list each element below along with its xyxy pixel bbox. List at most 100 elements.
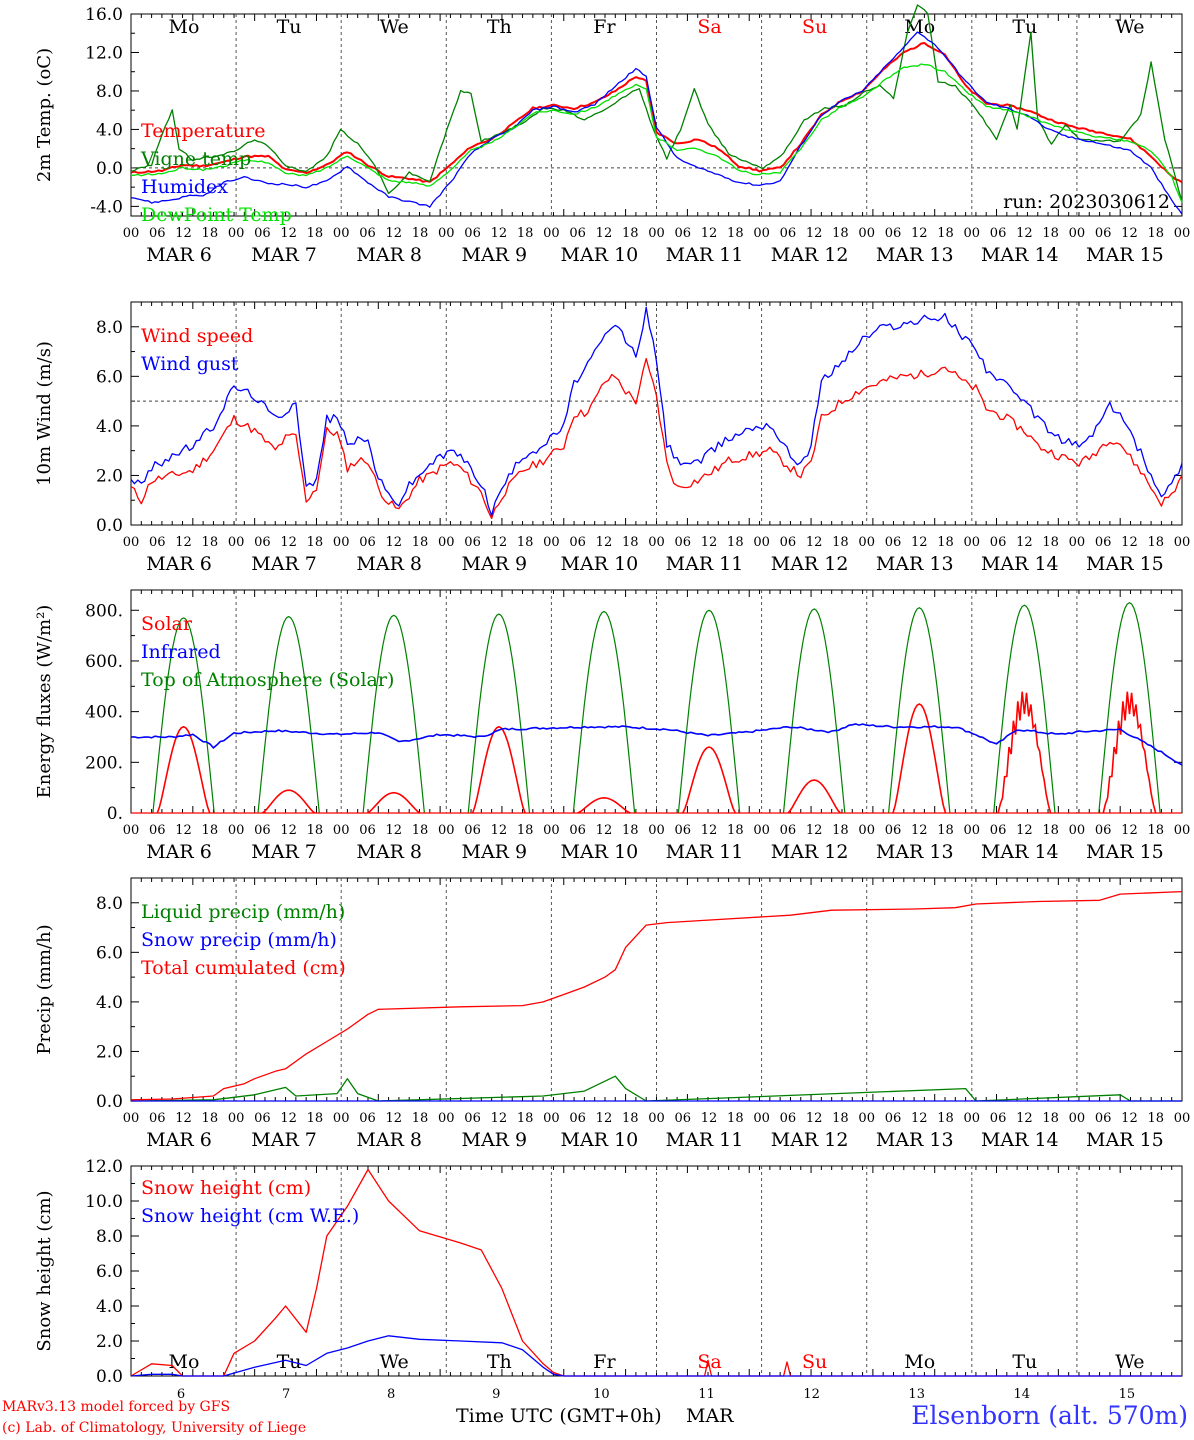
date-label: MAR 11	[666, 553, 744, 575]
hour-label: 00	[858, 535, 875, 550]
hour-label: 18	[1147, 535, 1164, 550]
hour-label: 12	[280, 226, 297, 241]
day-name: Fr	[593, 16, 616, 38]
date-label: MAR 7	[251, 1129, 317, 1151]
hour-label: 18	[1042, 823, 1059, 838]
y-tick-label: 12.0	[85, 43, 123, 63]
series-solar	[156, 691, 1157, 814]
legend-entry: Vigne temp	[140, 148, 251, 170]
plot-frame	[130, 589, 1183, 814]
day-number: 15	[1119, 1387, 1136, 1402]
hour-label: 00	[753, 1111, 770, 1126]
day-name: Sa	[697, 1351, 721, 1373]
date-label: MAR 12	[771, 1129, 849, 1151]
hour-label: 06	[885, 1111, 902, 1126]
series-wind-speed	[130, 357, 1183, 520]
hour-label: 12	[385, 535, 402, 550]
time-axis-title: Time UTC (GMT+0h)	[456, 1405, 662, 1427]
solar-day-curve	[1102, 691, 1157, 814]
legend-entry: Infrared	[141, 641, 221, 663]
day-name: We	[380, 16, 409, 38]
hour-label: 12	[806, 1111, 823, 1126]
solar-day-curve	[787, 779, 841, 814]
hour-label: 12	[701, 823, 718, 838]
hour-label: 12	[1121, 535, 1138, 550]
date-label: MAR 10	[561, 553, 639, 575]
hour-label: 18	[832, 535, 849, 550]
day-number: 6	[177, 1387, 185, 1402]
date-label: MAR 14	[981, 244, 1059, 266]
hour-label: 18	[412, 226, 429, 241]
hour-label: 12	[280, 823, 297, 838]
y-axis-title: Precip (mm/h)	[34, 924, 55, 1054]
hour-label: 12	[1016, 823, 1033, 838]
panel-2: 0.0 2.0 4.0 6.0 8.0 10m Wind (m/s) 00 06 12 18 00 0…	[34, 301, 1191, 575]
hour-label: 00	[1174, 535, 1191, 550]
hour-label: 12	[280, 535, 297, 550]
hour-label: 00	[753, 823, 770, 838]
hour-label: 06	[990, 535, 1007, 550]
date-label: MAR 8	[356, 841, 422, 863]
date-label: MAR 6	[146, 244, 212, 266]
hour-label: 06	[464, 823, 481, 838]
hour-label: 06	[359, 823, 376, 838]
hour-label: 06	[780, 823, 797, 838]
toa-day-curve	[888, 606, 951, 814]
y-tick-label: 6.0	[96, 943, 123, 963]
day-name: Th	[487, 16, 512, 38]
date-label: MAR 6	[146, 553, 212, 575]
hour-label: 00	[1069, 1111, 1086, 1126]
hour-label: 00	[964, 226, 981, 241]
hour-label: 18	[622, 1111, 639, 1126]
date-label: MAR 15	[1086, 553, 1164, 575]
hour-label: 06	[1095, 1111, 1112, 1126]
solar-day-curve	[261, 789, 316, 814]
legend-entry: Snow height (cm W.E.)	[141, 1205, 359, 1227]
hour-label: 18	[307, 535, 324, 550]
hour-label: 12	[175, 1111, 192, 1126]
y-tick-label: 16.0	[85, 5, 123, 25]
y-tick-label: 4.0	[96, 120, 123, 140]
hour-label: 06	[990, 226, 1007, 241]
hour-label: 12	[175, 226, 192, 241]
y-tick-label: 2.0	[96, 1042, 123, 1062]
hour-label: 00	[123, 226, 140, 241]
hour-label: 18	[937, 823, 954, 838]
hour-label: 18	[307, 226, 324, 241]
day-name: Tu	[1012, 16, 1037, 38]
hour-label: 18	[727, 1111, 744, 1126]
legend-entry: Snow precip (mm/h)	[141, 929, 337, 951]
date-label: MAR 7	[251, 841, 317, 863]
hour-label: 00	[543, 823, 560, 838]
y-tick-label: 2.0	[96, 466, 123, 486]
hour-label: 06	[885, 535, 902, 550]
day-name: Mo	[169, 16, 200, 38]
hour-label: 00	[228, 823, 245, 838]
hour-label: 12	[911, 535, 928, 550]
hour-label: 06	[464, 226, 481, 241]
y-tick-label: 4.0	[96, 993, 123, 1013]
hour-label: 00	[123, 1111, 140, 1126]
y-tick-label: 2.0	[96, 1332, 123, 1352]
date-label: MAR 9	[461, 553, 527, 575]
series-wind-gust	[130, 306, 1183, 517]
day-number: 7	[282, 1387, 290, 1402]
hour-label: 12	[911, 1111, 928, 1126]
hour-label: 06	[780, 226, 797, 241]
day-number: 12	[803, 1387, 820, 1402]
hour-label: 12	[1121, 1111, 1138, 1126]
solar-day-curve	[471, 725, 526, 814]
y-tick-label: 8.0	[96, 894, 123, 914]
date-label: MAR 12	[771, 244, 849, 266]
solar-day-curve	[156, 725, 211, 814]
run-label: run: 2023030612	[1003, 191, 1170, 213]
day-number: 9	[492, 1387, 500, 1402]
date-label: MAR 15	[1086, 244, 1164, 266]
hour-label: 18	[937, 535, 954, 550]
hour-label: 12	[701, 535, 718, 550]
hour-label: 18	[412, 1111, 429, 1126]
day-number: 8	[387, 1387, 395, 1402]
y-tick-label: 0.0	[96, 159, 123, 179]
hour-label: 18	[937, 226, 954, 241]
